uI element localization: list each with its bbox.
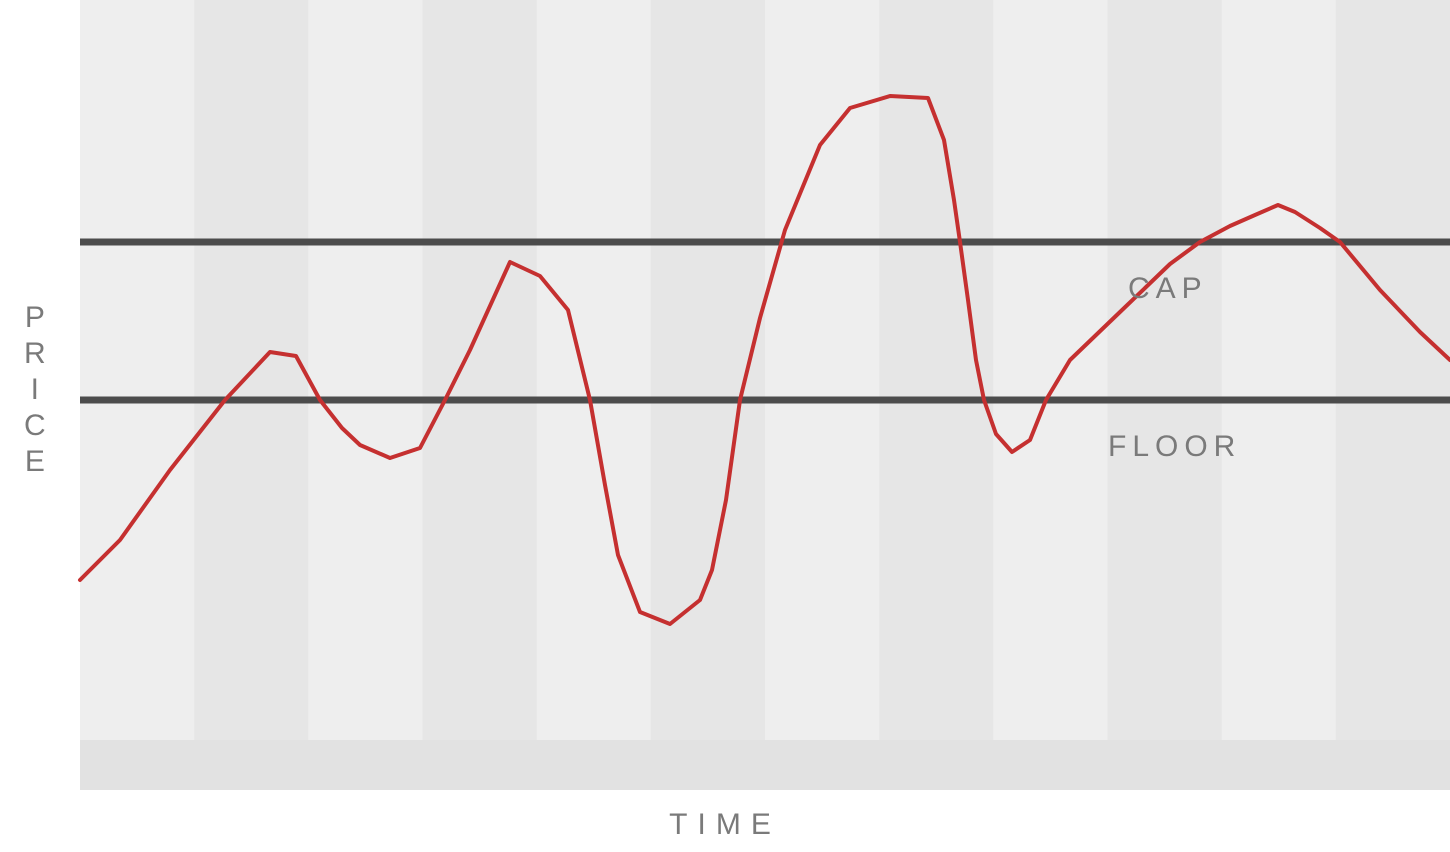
chart-svg [0, 0, 1450, 852]
x-axis-label: TIME [669, 808, 781, 842]
cap-label: CAP [1128, 272, 1208, 306]
floor-label: FLOOR [1108, 430, 1241, 464]
price-chart: PRICE TIME CAP FLOOR [0, 0, 1450, 852]
y-axis-label: PRICE [24, 300, 54, 480]
